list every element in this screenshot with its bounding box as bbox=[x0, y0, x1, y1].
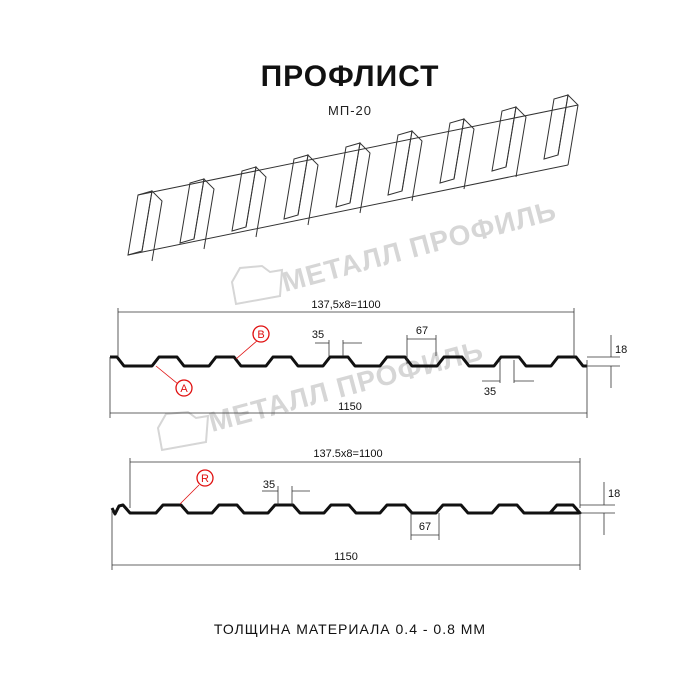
watermark-text-1: МЕТАЛЛ ПРОФИЛЬ bbox=[279, 195, 560, 298]
sheet-rib-side bbox=[557, 93, 579, 166]
sheet-rib bbox=[491, 106, 517, 172]
width-label: 1150 bbox=[334, 551, 358, 563]
marker-r-label: R bbox=[201, 473, 209, 485]
sheet-rib-side bbox=[141, 189, 163, 262]
pitch-label: 137.5x8=1100 bbox=[313, 448, 382, 460]
sheet-rib-side bbox=[297, 153, 319, 226]
profile-2: 137.5x8=1100 1150 35 67 18 R bbox=[110, 448, 620, 570]
sheet-rib bbox=[387, 130, 413, 196]
sheet-rib-side bbox=[245, 165, 267, 238]
sheet-rib-side bbox=[505, 105, 527, 178]
sheet-rib bbox=[231, 166, 257, 232]
marker-b-label: B bbox=[257, 329, 264, 341]
crest-bottom-label: 35 bbox=[484, 386, 496, 398]
profile-1-outline bbox=[110, 355, 587, 368]
watermark-logo-1 bbox=[230, 264, 284, 306]
watermark-logo-2 bbox=[156, 410, 210, 452]
crest-top-label: 35 bbox=[263, 479, 275, 491]
sheet-rib-side bbox=[193, 177, 215, 250]
material-thickness-note: ТОЛЩИНА МАТЕРИАЛА 0.4 - 0.8 ММ bbox=[213, 621, 487, 637]
sheet-rib bbox=[335, 142, 361, 208]
valley-label: 67 bbox=[419, 521, 431, 533]
sheet-3d-illustration bbox=[127, 93, 579, 262]
height-label: 18 bbox=[615, 344, 627, 356]
crest-top-label: 35 bbox=[312, 329, 324, 341]
sheet-rib-side bbox=[349, 141, 371, 214]
product-model: МП-20 bbox=[328, 103, 372, 118]
marker-a-label: A bbox=[180, 383, 188, 395]
sheet-edge bbox=[127, 104, 579, 256]
width-label: 1150 bbox=[338, 401, 362, 413]
profile-1: 137,5x8=1100 1150 35 67 35 18 B A bbox=[109, 299, 627, 418]
marker-r bbox=[196, 469, 214, 487]
profile-2-outline bbox=[110, 503, 582, 516]
valley-label: 67 bbox=[416, 325, 428, 337]
sheet-rib-side bbox=[401, 129, 423, 202]
page-title: ПРОФЛИСТ bbox=[260, 60, 440, 93]
watermark-text-2: МЕТАЛЛ ПРОФИЛЬ bbox=[206, 335, 487, 438]
sheet-rib-side bbox=[453, 117, 475, 190]
marker-b bbox=[252, 325, 270, 343]
sheet-rib bbox=[127, 190, 153, 256]
sheet-rib bbox=[543, 94, 569, 160]
height-label: 18 bbox=[608, 488, 620, 500]
pitch-label: 137,5x8=1100 bbox=[311, 299, 380, 311]
sheet-rib bbox=[179, 178, 205, 244]
marker-a bbox=[175, 379, 193, 397]
